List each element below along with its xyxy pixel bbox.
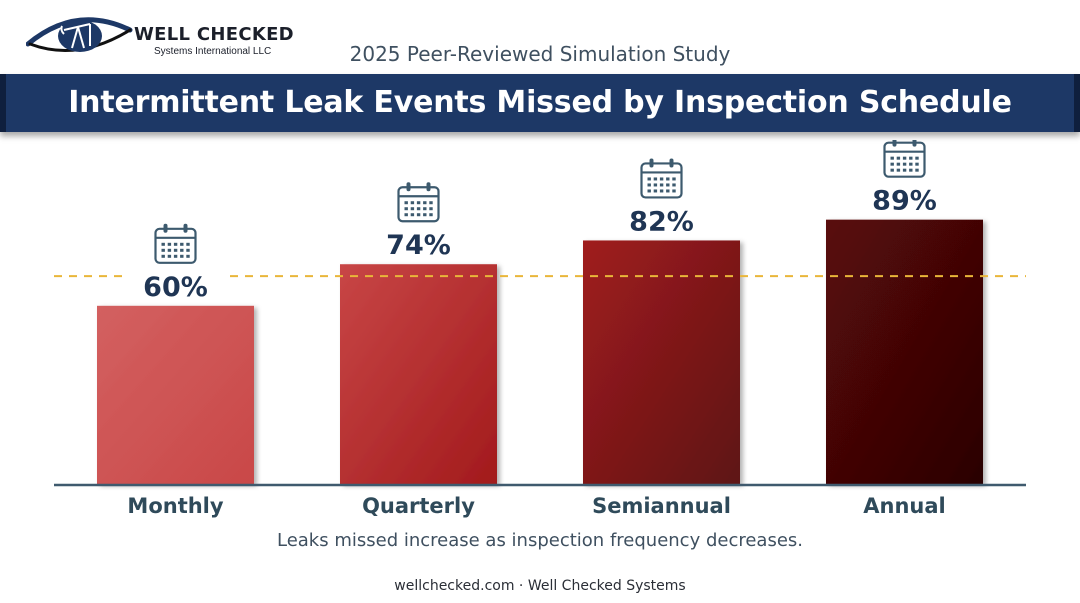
chart-subtitle: 2025 Peer-Reviewed Simulation Study	[349, 42, 731, 66]
chart-title: Intermittent Leak Events Missed by Inspe…	[68, 85, 1012, 120]
value-label: 82%	[629, 206, 694, 237]
bar-chart: 60% Monthly 74% Quarterly 82% Semiannual 89% An…	[54, 140, 1026, 518]
logo-tagline: Systems International LLC	[154, 46, 272, 57]
banner-edge-right	[1074, 74, 1080, 132]
logo-name: WELL CHECKED	[134, 24, 294, 45]
bar-quarterly	[340, 264, 497, 484]
category-label: Quarterly	[362, 494, 475, 518]
bar-semiannual	[583, 240, 740, 484]
bar-annual	[826, 219, 983, 485]
calendar-icon	[397, 182, 440, 223]
oil-pump-logo-icon	[26, 17, 133, 52]
title-banner: Intermittent Leak Events Missed by Inspe…	[0, 74, 1080, 132]
value-label: 89%	[872, 186, 937, 217]
category-label: Annual	[863, 494, 945, 518]
calendar-icon	[640, 158, 683, 199]
footer-text: wellchecked.com · Well Checked Systems	[394, 578, 686, 594]
bar-monthly	[97, 305, 254, 484]
calendar-icon	[154, 223, 197, 264]
company-logo: WELL CHECKED Systems International LLC	[26, 10, 296, 62]
calendar-icon	[883, 140, 926, 178]
chart-caption: Leaks missed increase as inspection freq…	[276, 530, 804, 551]
category-label: Monthly	[127, 494, 223, 518]
banner-edge-left	[0, 74, 6, 132]
category-label: Semiannual	[592, 494, 731, 518]
value-label: 74%	[386, 230, 451, 261]
value-label: 60%	[143, 272, 208, 303]
